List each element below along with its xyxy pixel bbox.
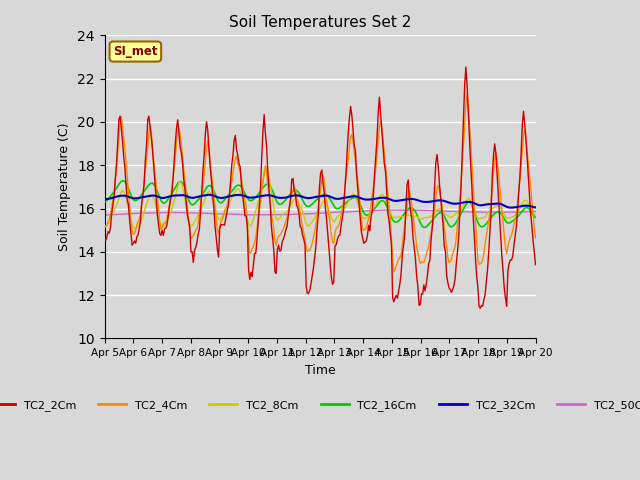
- Text: SI_met: SI_met: [113, 45, 157, 58]
- Y-axis label: Soil Temperature (C): Soil Temperature (C): [58, 122, 72, 251]
- Legend: TC2_2Cm, TC2_4Cm, TC2_8Cm, TC2_16Cm, TC2_32Cm, TC2_50Cm: TC2_2Cm, TC2_4Cm, TC2_8Cm, TC2_16Cm, TC2…: [0, 396, 640, 415]
- Title: Soil Temperatures Set 2: Soil Temperatures Set 2: [229, 15, 411, 30]
- X-axis label: Time: Time: [305, 364, 335, 377]
